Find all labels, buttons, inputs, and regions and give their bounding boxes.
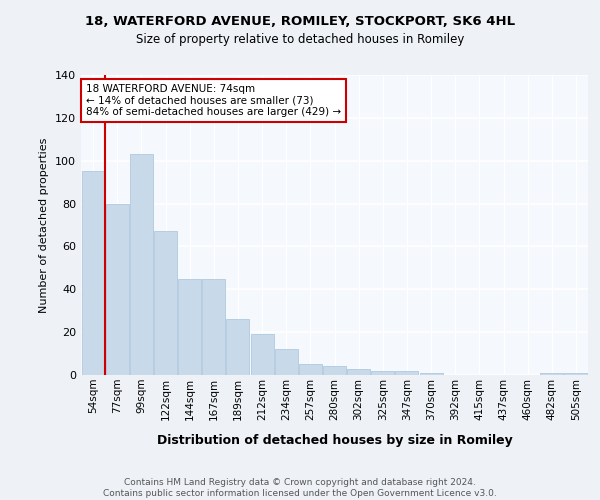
Bar: [106, 204, 128, 375]
X-axis label: Distribution of detached houses by size in Romiley: Distribution of detached houses by size …: [157, 434, 512, 447]
Bar: [541, 373, 563, 375]
Bar: [251, 334, 274, 375]
Bar: [154, 232, 177, 375]
Text: Contains HM Land Registry data © Crown copyright and database right 2024.
Contai: Contains HM Land Registry data © Crown c…: [103, 478, 497, 498]
Bar: [395, 370, 418, 375]
Bar: [323, 366, 346, 375]
Bar: [130, 154, 153, 375]
Bar: [82, 172, 104, 375]
Text: 18 WATERFORD AVENUE: 74sqm
← 14% of detached houses are smaller (73)
84% of semi: 18 WATERFORD AVENUE: 74sqm ← 14% of deta…: [86, 84, 341, 117]
Bar: [419, 373, 443, 375]
Text: Size of property relative to detached houses in Romiley: Size of property relative to detached ho…: [136, 32, 464, 46]
Bar: [565, 373, 587, 375]
Text: 18, WATERFORD AVENUE, ROMILEY, STOCKPORT, SK6 4HL: 18, WATERFORD AVENUE, ROMILEY, STOCKPORT…: [85, 15, 515, 28]
Bar: [347, 368, 370, 375]
Bar: [202, 278, 225, 375]
Bar: [371, 370, 394, 375]
Bar: [275, 350, 298, 375]
Y-axis label: Number of detached properties: Number of detached properties: [40, 138, 49, 312]
Bar: [226, 320, 250, 375]
Bar: [299, 364, 322, 375]
Bar: [178, 278, 201, 375]
